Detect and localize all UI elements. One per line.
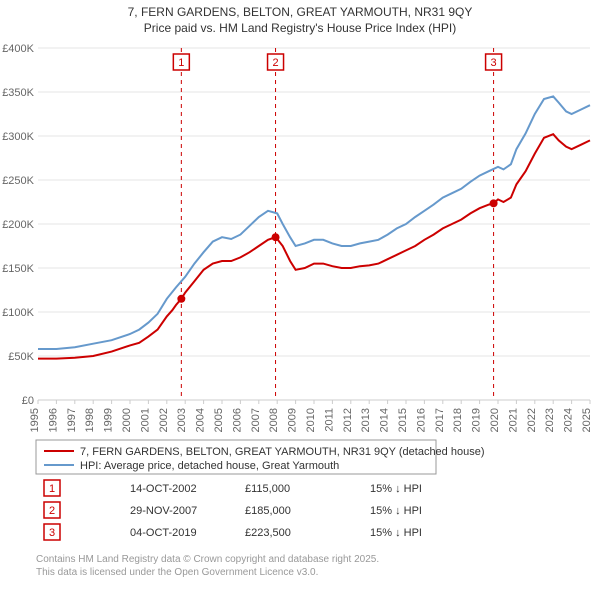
x-tick-label: 1995 [29, 408, 41, 432]
legend-label: 7, FERN GARDENS, BELTON, GREAT YARMOUTH,… [80, 446, 485, 458]
event-marker-dot [177, 295, 185, 303]
x-tick-label: 2020 [489, 408, 501, 432]
x-tick-label: 1996 [47, 408, 59, 432]
event-date: 04-OCT-2019 [130, 527, 197, 539]
x-tick-label: 2025 [581, 408, 593, 432]
event-row-number: 2 [49, 505, 55, 517]
x-tick-label: 2004 [195, 408, 207, 432]
x-tick-label: 2019 [471, 408, 483, 432]
y-tick-label: £300K [2, 131, 34, 143]
credits-line1: Contains HM Land Registry data © Crown c… [36, 554, 379, 565]
event-marker-dot [490, 199, 498, 207]
event-marker-number: 3 [491, 57, 497, 69]
x-tick-label: 2002 [158, 408, 170, 432]
event-date: 29-NOV-2007 [130, 505, 197, 517]
event-hpi-delta: 15% ↓ HPI [370, 505, 422, 517]
x-tick-label: 1999 [103, 408, 115, 432]
x-tick-label: 2001 [139, 408, 151, 432]
event-row-number: 3 [49, 527, 55, 539]
y-tick-label: £50K [8, 351, 34, 363]
event-row-number: 1 [49, 483, 55, 495]
x-tick-label: 2015 [397, 408, 409, 432]
credits-line2: This data is licensed under the Open Gov… [36, 567, 318, 578]
x-tick-label: 2013 [360, 408, 372, 432]
x-tick-label: 2016 [415, 408, 427, 432]
x-tick-label: 2003 [176, 408, 188, 432]
x-tick-label: 2022 [526, 408, 538, 432]
legend-label: HPI: Average price, detached house, Grea… [80, 460, 339, 472]
y-tick-label: £350K [2, 87, 34, 99]
chart-title-line2: Price paid vs. HM Land Registry's House … [144, 21, 456, 35]
event-hpi-delta: 15% ↓ HPI [370, 527, 422, 539]
x-tick-label: 2014 [379, 408, 391, 432]
x-tick-label: 2018 [452, 408, 464, 432]
event-hpi-delta: 15% ↓ HPI [370, 483, 422, 495]
y-tick-label: £0 [22, 395, 34, 407]
event-price: £223,500 [245, 527, 291, 539]
event-date: 14-OCT-2002 [130, 483, 197, 495]
event-price: £185,000 [245, 505, 291, 517]
x-tick-label: 1997 [66, 408, 78, 432]
chart-title-line1: 7, FERN GARDENS, BELTON, GREAT YARMOUTH,… [128, 5, 473, 19]
x-tick-label: 2009 [287, 408, 299, 432]
event-marker-number: 1 [178, 57, 184, 69]
x-tick-label: 2008 [268, 408, 280, 432]
y-tick-label: £250K [2, 175, 34, 187]
x-tick-label: 2000 [121, 408, 133, 432]
y-tick-label: £200K [2, 219, 34, 231]
x-tick-label: 2005 [213, 408, 225, 432]
event-marker-dot [272, 233, 280, 241]
event-marker-number: 2 [272, 57, 278, 69]
x-tick-label: 2011 [323, 408, 335, 432]
event-price: £115,000 [245, 483, 290, 495]
x-tick-label: 2023 [544, 408, 556, 432]
x-tick-label: 2006 [231, 408, 243, 432]
x-tick-label: 2010 [305, 408, 317, 432]
x-tick-label: 2007 [250, 408, 262, 432]
x-tick-label: 2024 [563, 408, 575, 432]
x-tick-label: 2021 [507, 408, 519, 432]
y-tick-label: £100K [2, 307, 34, 319]
x-tick-label: 2017 [434, 408, 446, 432]
x-tick-label: 1998 [84, 408, 96, 432]
y-tick-label: £150K [2, 263, 34, 275]
x-tick-label: 2012 [342, 408, 354, 432]
series-hpi [38, 96, 590, 349]
price-chart: 7, FERN GARDENS, BELTON, GREAT YARMOUTH,… [0, 0, 600, 590]
y-tick-label: £400K [2, 43, 34, 55]
